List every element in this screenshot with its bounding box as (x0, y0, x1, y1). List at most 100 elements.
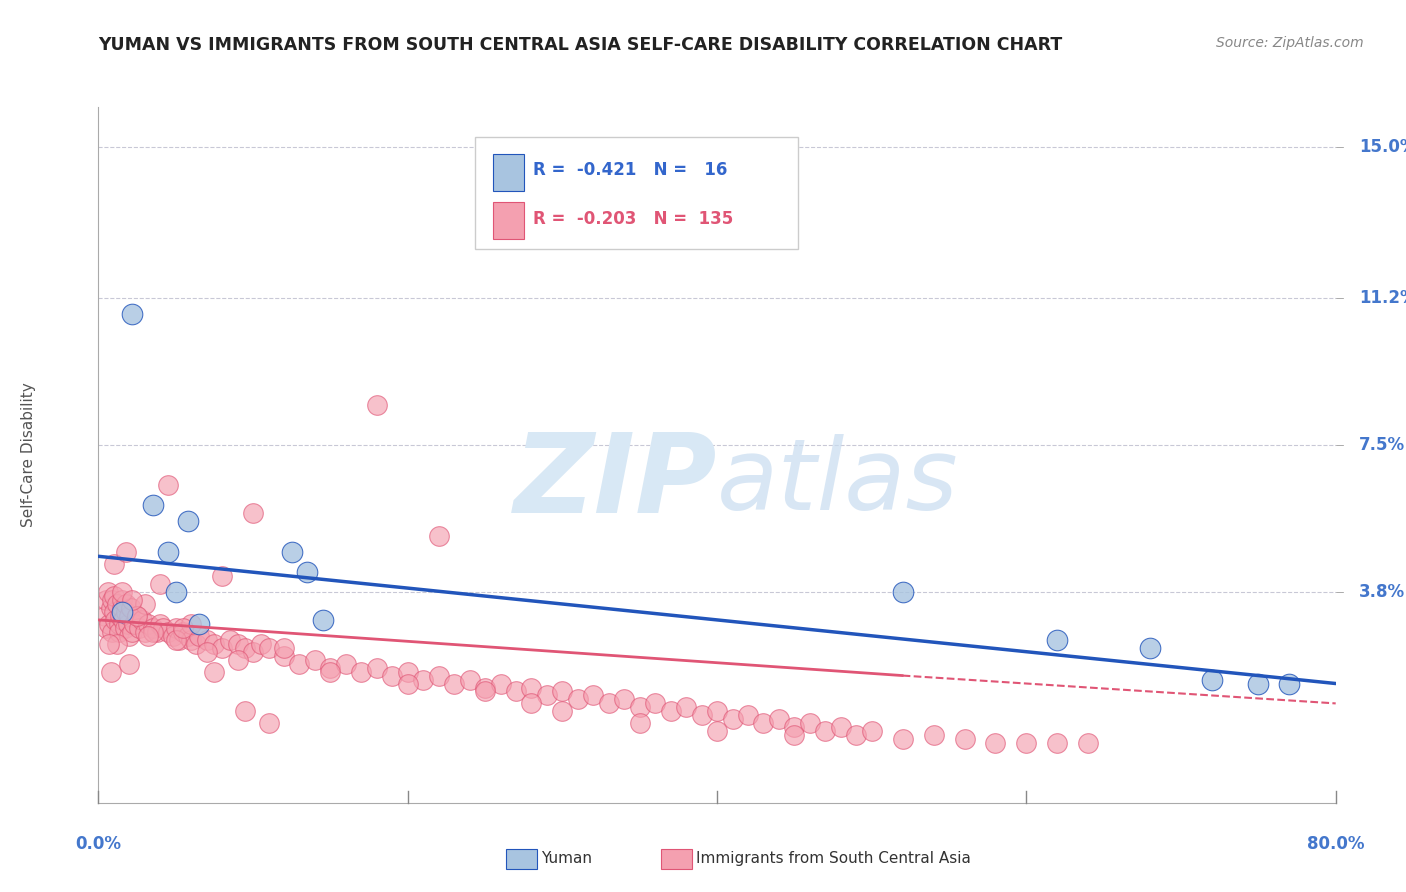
Point (721, 712, 744, 726)
Point (250, 637, 273, 651)
Point (281, 545, 304, 559)
Point (195, 632, 218, 647)
Point (103, 605, 125, 619)
Text: R =  -0.421   N =   16: R = -0.421 N = 16 (533, 161, 727, 178)
Point (115, 597, 138, 611)
Point (100, 601, 122, 615)
Point (984, 736, 1007, 750)
Point (111, 605, 132, 619)
Point (157, 624, 180, 639)
Point (644, 697, 666, 711)
Point (122, 616, 145, 631)
Point (567, 692, 589, 706)
Point (520, 697, 543, 711)
Point (799, 716, 821, 731)
Point (396, 665, 419, 679)
Point (115, 545, 138, 559)
Point (105, 637, 128, 651)
Point (96, 621, 118, 635)
Point (706, 704, 728, 718)
Point (188, 629, 211, 643)
Point (1046, 632, 1069, 647)
Point (396, 676, 419, 690)
Point (520, 681, 543, 695)
Point (128, 621, 150, 635)
Point (891, 732, 914, 747)
Point (427, 529, 450, 543)
Point (157, 477, 180, 491)
Point (350, 665, 373, 679)
Point (114, 621, 136, 635)
Point (1201, 673, 1223, 687)
Text: 0.0%: 0.0% (76, 835, 121, 853)
Point (167, 632, 190, 647)
Point (235, 640, 257, 655)
Point (505, 684, 527, 698)
Point (141, 498, 165, 512)
Point (136, 616, 159, 631)
Point (752, 716, 775, 731)
Point (121, 307, 143, 321)
Point (242, 645, 264, 659)
Point (319, 660, 342, 674)
Text: atlas: atlas (717, 434, 959, 532)
Point (117, 616, 139, 631)
Point (412, 673, 434, 687)
Point (195, 645, 218, 659)
Text: Immigrants from South Central Asia: Immigrants from South Central Asia (696, 852, 972, 866)
Point (180, 632, 202, 647)
Point (165, 632, 187, 647)
Point (177, 514, 200, 528)
Point (312, 613, 335, 627)
Point (103, 589, 125, 603)
Point (108, 609, 131, 624)
Text: 15.0%: 15.0% (1360, 137, 1406, 156)
Point (211, 640, 233, 655)
Point (489, 676, 512, 690)
Point (141, 621, 165, 635)
Point (381, 668, 404, 682)
Point (768, 712, 790, 726)
Point (257, 716, 280, 731)
Point (366, 398, 388, 412)
Point (165, 585, 187, 599)
Point (211, 569, 233, 583)
Point (103, 558, 125, 572)
Point (172, 624, 194, 639)
Point (118, 609, 141, 624)
Point (598, 697, 620, 711)
Text: 3.8%: 3.8% (1360, 583, 1405, 601)
Point (105, 597, 128, 611)
Point (115, 605, 138, 619)
Point (235, 704, 257, 718)
Point (288, 657, 311, 671)
Point (172, 621, 194, 635)
Point (366, 660, 388, 674)
Point (1247, 676, 1270, 690)
Point (1046, 736, 1069, 750)
Point (177, 629, 200, 643)
Point (242, 506, 264, 520)
Point (97, 585, 120, 599)
Point (165, 621, 187, 635)
Point (1015, 736, 1038, 750)
Point (675, 700, 697, 714)
Point (204, 665, 226, 679)
Point (188, 616, 211, 631)
Point (121, 593, 143, 607)
Point (551, 704, 574, 718)
Point (273, 648, 295, 663)
Point (226, 653, 249, 667)
Point (204, 637, 226, 651)
Point (121, 624, 143, 639)
Point (1278, 676, 1301, 690)
Point (93, 609, 115, 624)
Point (443, 676, 465, 690)
Point (112, 613, 135, 627)
Point (659, 704, 682, 718)
Point (100, 665, 122, 679)
Text: Self-Care Disability: Self-Care Disability (21, 383, 37, 527)
Point (219, 632, 242, 647)
Point (118, 657, 141, 671)
Text: Source: ZipAtlas.com: Source: ZipAtlas.com (1216, 36, 1364, 50)
